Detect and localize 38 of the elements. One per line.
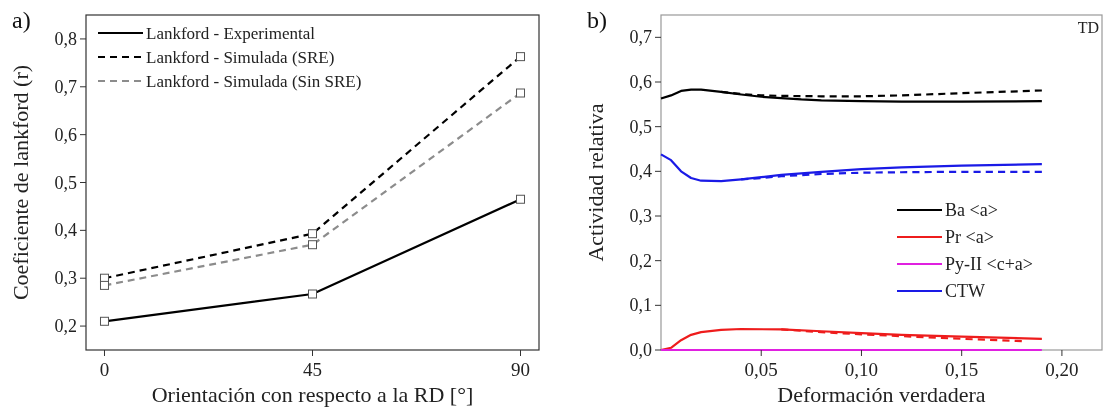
legend-label: Lankford - Experimental <box>146 24 316 43</box>
y-tick-label: 0,1 <box>629 295 652 316</box>
x-axis-title: Deformación verdadera <box>777 382 986 407</box>
y-tick-label: 0,4 <box>54 220 77 241</box>
y-tick-label: 0,6 <box>54 124 77 145</box>
y-tick-label: 0,3 <box>629 206 652 226</box>
x-tick-label: 90 <box>511 359 531 380</box>
y-tick-label: 0,7 <box>54 76 77 97</box>
line-series <box>659 88 1043 103</box>
y-tick-label: 0,8 <box>54 28 77 49</box>
x-axis-title: Orientación con respecto a la RD [°] <box>151 382 474 407</box>
legend-label: Ba <a> <box>945 200 998 220</box>
chart-title: b) <box>587 7 607 33</box>
legend-label: Lankford - Simulada (SRE) <box>146 48 335 67</box>
y-tick-label: 0,2 <box>629 250 652 271</box>
x-tick-label: 0 <box>99 359 110 380</box>
line-series <box>659 153 1043 183</box>
y-tick-label: 0,0 <box>629 340 652 360</box>
y-tick-label: 0,3 <box>54 268 77 289</box>
y-tick-label: 0,5 <box>629 116 652 137</box>
y-axis-title: Coeficiente de lankford (r) <box>8 64 33 301</box>
x-tick-label: 0,20 <box>1045 359 1079 380</box>
chart-title: a) <box>12 7 31 33</box>
y-tick-label: 0,4 <box>629 161 652 182</box>
legend-label: Pr <a> <box>945 227 994 247</box>
legend-label: Lankford - Simulada (Sin SRE) <box>146 72 362 91</box>
x-tick-label: 0,15 <box>945 359 979 380</box>
y-axis-title: Actividad relativa <box>583 103 608 262</box>
y-tick-label: 0,7 <box>629 27 652 48</box>
x-tick-label: 0,10 <box>844 359 879 380</box>
annotation: TD <box>1077 19 1099 36</box>
legend-label: Py-II <c+a> <box>945 254 1033 274</box>
x-tick-label: 0,05 <box>744 359 778 380</box>
x-tick-label: 45 <box>303 359 322 380</box>
y-tick-label: 0,2 <box>54 316 77 337</box>
y-tick-label: 0,6 <box>629 72 652 92</box>
y-tick-label: 0,5 <box>54 172 77 193</box>
legend-label: CTW <box>945 281 985 301</box>
